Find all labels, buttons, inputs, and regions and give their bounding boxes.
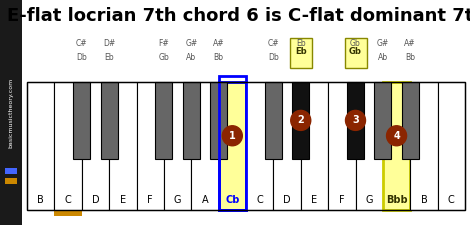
Text: C: C xyxy=(256,195,263,205)
Bar xyxy=(219,76,246,210)
Text: C#: C# xyxy=(76,40,87,49)
Circle shape xyxy=(291,110,311,130)
Bar xyxy=(383,82,410,210)
Text: E: E xyxy=(311,195,318,205)
Bar xyxy=(191,82,219,210)
Text: Bb: Bb xyxy=(405,52,415,61)
Text: A#: A# xyxy=(213,40,225,49)
Bar xyxy=(55,211,82,216)
Text: G: G xyxy=(366,195,373,205)
Text: D: D xyxy=(92,195,99,205)
Text: Bbb: Bbb xyxy=(386,195,407,205)
Bar xyxy=(438,82,465,210)
Text: E: E xyxy=(120,195,126,205)
Bar xyxy=(156,82,172,159)
Text: 1: 1 xyxy=(229,131,235,141)
Text: Db: Db xyxy=(76,52,87,61)
Bar xyxy=(301,82,328,210)
Bar xyxy=(292,82,309,159)
Circle shape xyxy=(222,126,243,146)
Text: Ab: Ab xyxy=(186,52,196,61)
Text: Db: Db xyxy=(268,52,279,61)
Text: G#: G# xyxy=(377,40,389,49)
Bar xyxy=(0,0,22,225)
Text: G#: G# xyxy=(185,40,197,49)
Text: Bb: Bb xyxy=(214,52,224,61)
Bar xyxy=(136,82,164,210)
Bar xyxy=(347,82,364,159)
Text: C#: C# xyxy=(267,40,279,49)
Circle shape xyxy=(345,110,366,130)
Bar xyxy=(410,82,438,210)
Text: G: G xyxy=(174,195,181,205)
Text: B: B xyxy=(37,195,44,205)
Text: Gb: Gb xyxy=(349,47,362,56)
Text: C: C xyxy=(448,195,454,205)
Bar xyxy=(265,82,282,159)
Text: Gb: Gb xyxy=(158,52,169,61)
Text: E-flat locrian 7th chord 6 is C-flat dominant 7th: E-flat locrian 7th chord 6 is C-flat dom… xyxy=(8,7,470,25)
Text: 2: 2 xyxy=(298,115,304,125)
Text: D: D xyxy=(283,195,291,205)
Bar xyxy=(27,82,55,210)
Bar xyxy=(328,82,355,210)
Bar xyxy=(5,178,17,184)
Bar xyxy=(183,82,200,159)
Text: F: F xyxy=(148,195,153,205)
Text: Eb: Eb xyxy=(104,52,114,61)
Text: B: B xyxy=(421,195,427,205)
Text: 3: 3 xyxy=(352,115,359,125)
Bar xyxy=(274,82,301,210)
Bar xyxy=(5,168,17,174)
Text: A: A xyxy=(202,195,208,205)
Bar xyxy=(219,82,246,210)
Text: basicmusictheory.com: basicmusictheory.com xyxy=(8,78,14,148)
Bar xyxy=(82,82,109,210)
Text: F: F xyxy=(339,195,345,205)
Bar xyxy=(73,82,90,159)
Text: A#: A# xyxy=(405,40,416,49)
Bar xyxy=(210,82,227,159)
Text: 4: 4 xyxy=(393,131,400,141)
Bar xyxy=(27,82,465,210)
Bar xyxy=(101,82,118,159)
Bar xyxy=(290,38,312,68)
Text: D#: D# xyxy=(103,40,115,49)
Circle shape xyxy=(386,126,407,146)
Text: Cb: Cb xyxy=(225,195,240,205)
Text: Gb: Gb xyxy=(350,40,361,49)
Bar xyxy=(55,82,82,210)
Bar xyxy=(345,38,367,68)
Text: C: C xyxy=(65,195,71,205)
Text: F#: F# xyxy=(158,40,169,49)
Bar xyxy=(109,82,136,210)
Bar xyxy=(246,82,274,210)
Bar xyxy=(375,82,392,159)
Text: Eb: Eb xyxy=(295,47,306,56)
Bar xyxy=(355,82,383,210)
Text: Ab: Ab xyxy=(378,52,388,61)
Bar xyxy=(164,82,191,210)
Text: Eb: Eb xyxy=(296,40,306,49)
Bar xyxy=(402,82,419,159)
